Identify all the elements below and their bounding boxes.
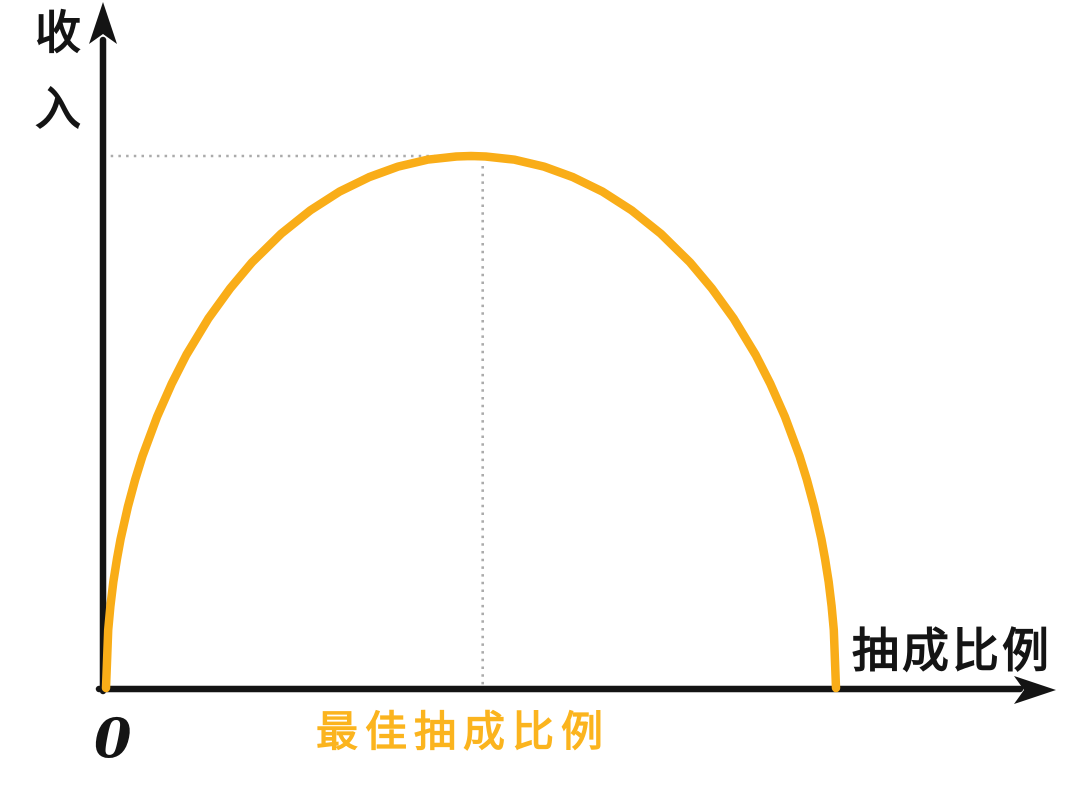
x-axis-arrow	[1014, 676, 1056, 704]
x-axis-label: 抽成比例	[852, 624, 1052, 677]
y-axis-arrow	[89, 2, 117, 44]
optimal-ratio-annotation: 最佳抽成比例	[316, 708, 611, 755]
income-curve	[101, 151, 841, 693]
origin-zero-label: 0	[94, 706, 132, 770]
y-axis-label: 收入	[29, 8, 81, 160]
